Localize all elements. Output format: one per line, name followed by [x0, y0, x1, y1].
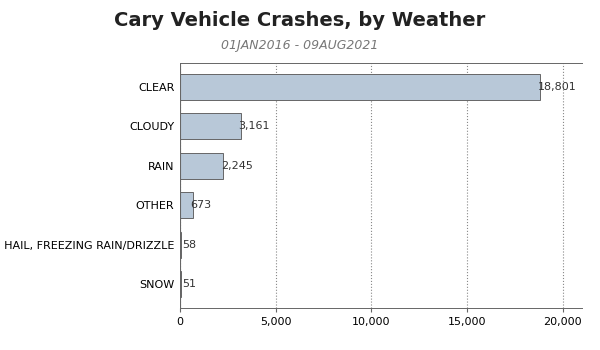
Bar — [180, 74, 540, 99]
Bar — [180, 232, 181, 258]
Text: 2,245: 2,245 — [221, 161, 253, 171]
Bar — [180, 153, 223, 178]
Text: 3,161: 3,161 — [238, 121, 270, 131]
Text: 01JAN2016 - 09AUG2021: 01JAN2016 - 09AUG2021 — [221, 38, 379, 51]
Bar — [180, 272, 181, 297]
Text: 18,801: 18,801 — [538, 82, 577, 92]
Text: Cary Vehicle Crashes, by Weather: Cary Vehicle Crashes, by Weather — [115, 10, 485, 29]
Text: 58: 58 — [182, 240, 197, 250]
Bar — [180, 193, 193, 218]
Bar — [180, 113, 241, 139]
Text: 51: 51 — [182, 279, 197, 289]
Text: 673: 673 — [191, 200, 212, 210]
